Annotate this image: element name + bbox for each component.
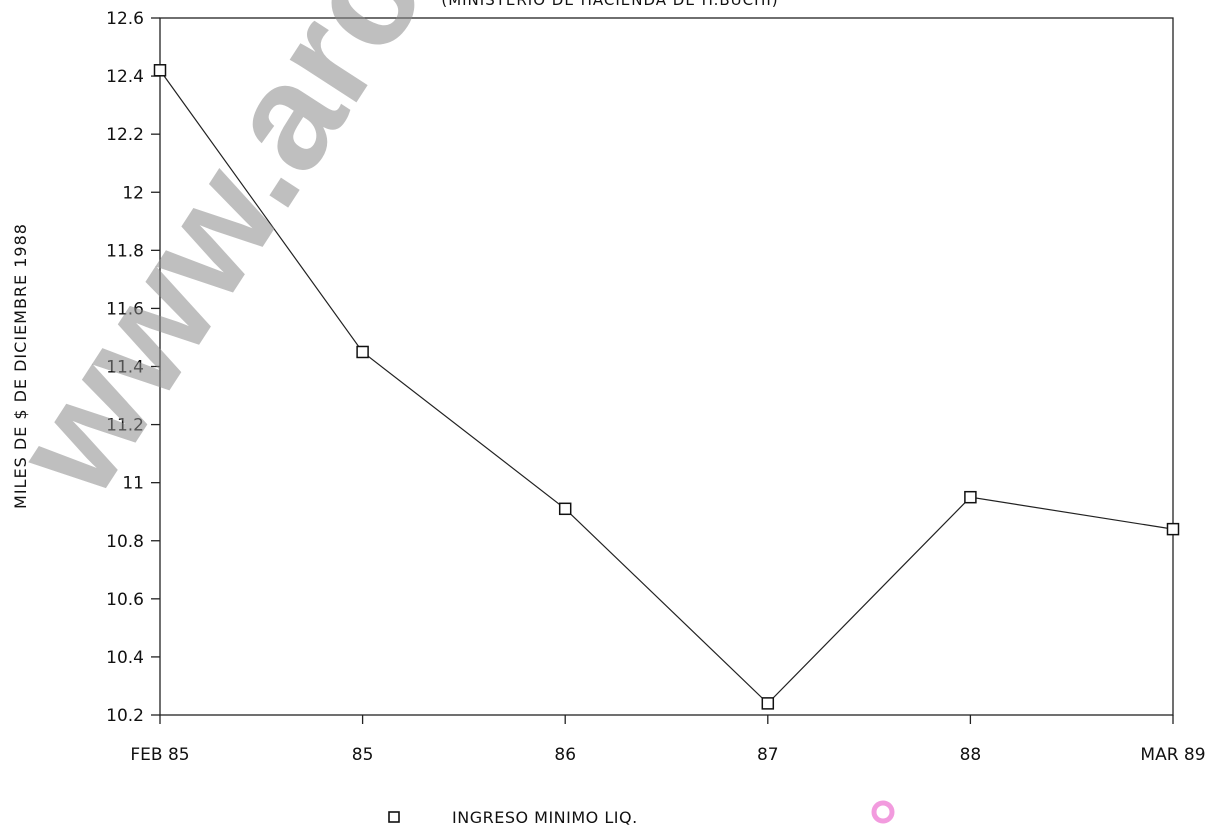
y-tick-label: 11 [122, 474, 144, 494]
data-point [356, 345, 369, 359]
series-ingreso-minimo [153, 64, 1180, 710]
x-tick-label: 86 [554, 745, 576, 765]
data-point [1166, 522, 1180, 536]
y-tick-label: 10.2 [106, 706, 144, 726]
legend-label: INGRESO MINIMO LIQ. [452, 808, 638, 827]
y-tick-label: 11.8 [106, 241, 144, 261]
watermark: www.archiv [0, 0, 573, 523]
y-tick-label: 11.2 [106, 416, 144, 436]
data-point [558, 502, 572, 516]
y-tick-label: 12 [122, 183, 144, 203]
data-point [964, 490, 977, 504]
x-axis: FEB 85 85 86 87 88 MAR 89 [130, 715, 1206, 765]
x-tick-label: FEB 85 [130, 745, 189, 765]
series-line [159, 69, 1174, 705]
y-tick-label: 11.4 [106, 358, 144, 378]
pink-stamp-mark [871, 800, 895, 824]
data-point [761, 697, 775, 710]
chart-subtitle: (MINISTERIO DE HACIENDA DE H.BUCHI) [441, 0, 778, 9]
legend-marker [388, 811, 400, 823]
y-tick-label: 10.4 [106, 648, 144, 668]
x-tick-label: 87 [757, 745, 779, 765]
y-tick-label: 12.2 [106, 125, 144, 145]
y-axis-title: MILES DE $ DE DICIEMBRE 1988 [11, 223, 30, 509]
y-tick-label: 12.6 [106, 9, 144, 29]
x-tick-label: 88 [960, 745, 982, 765]
x-tick-label: 85 [352, 745, 374, 765]
y-tick-label: 10.6 [106, 590, 144, 610]
y-tick-label: 11.6 [106, 299, 144, 319]
y-axis: 12.6 12.4 12.2 12 11.8 11.6 11.4 11.2 11 10.8 10.6… [106, 9, 160, 726]
data-point [153, 64, 167, 77]
legend: INGRESO MINIMO LIQ. [388, 808, 638, 827]
y-tick-label: 10.8 [106, 532, 144, 552]
y-tick-label: 12.4 [106, 67, 144, 87]
x-tick-label: MAR 89 [1140, 745, 1205, 765]
